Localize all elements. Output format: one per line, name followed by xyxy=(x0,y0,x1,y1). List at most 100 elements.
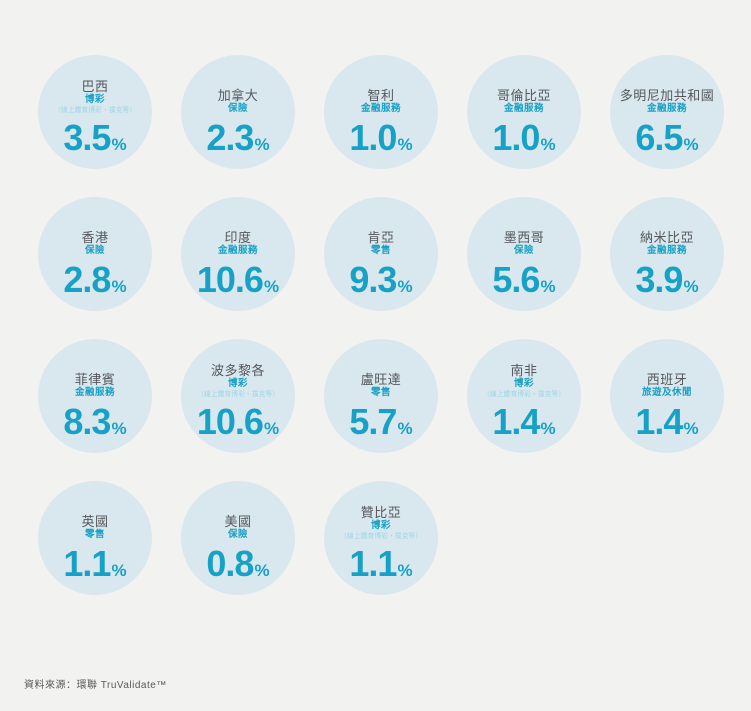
bubble-value-row: 6.5 % xyxy=(635,116,698,158)
country-bubble: 肯亞 零售 9.3 % xyxy=(324,197,438,311)
bubble-value: 1.4 xyxy=(492,400,540,442)
bubble-country-name: 印度 xyxy=(224,229,252,245)
bubble-category-label: 博彩 xyxy=(370,519,391,531)
bubble-head: 智利 金融服務 xyxy=(361,75,401,115)
country-bubble: 多明尼加共和國 金融服務 6.5 % xyxy=(610,55,724,169)
percent-sign: % xyxy=(111,134,127,154)
bubble-country-name: 多明尼加共和國 xyxy=(619,87,715,103)
percent-sign: % xyxy=(397,418,413,438)
bubble-head: 納米比亞 金融服務 xyxy=(640,217,694,257)
bubble-value-row: 1.4 % xyxy=(635,400,699,442)
bubble-category-label: 金融服務 xyxy=(503,102,544,114)
bubble-head: 哥倫比亞 金融服務 xyxy=(497,75,551,115)
bubble-head: 印度 金融服務 xyxy=(218,217,258,257)
bubble-country-name: 波多黎各 xyxy=(210,362,265,378)
percent-sign: % xyxy=(683,276,699,296)
bubble-head: 西班牙 旅遊及休閒 xyxy=(642,359,692,399)
bubble-country-name: 美國 xyxy=(224,513,252,529)
bubble-value-row: 2.8 % xyxy=(63,259,127,300)
bubble-value-row: 0.8 % xyxy=(206,542,270,584)
bubble-country-name: 肯亞 xyxy=(367,229,395,245)
bubble-country-name: 贊比亞 xyxy=(360,504,402,520)
bubble-head: 波多黎各 博彩 （線上體育博彩・撲克等） xyxy=(195,359,281,399)
bubble-country-name: 墨西哥 xyxy=(503,229,545,245)
bubble-category-label: 金融服務 xyxy=(360,102,401,114)
bubble-value: 0.8 xyxy=(206,542,254,584)
bubble-value: 2.3 xyxy=(206,116,254,158)
percent-sign: % xyxy=(111,276,127,296)
country-bubble: 南非 博彩 （線上體育博彩・撲克等） 1.4 % xyxy=(467,339,581,453)
bubble-head: 巴西 博彩 （線上體育博彩・撲克等） xyxy=(52,75,138,115)
bubble-value-row: 1.4 % xyxy=(492,400,556,442)
bubble-value: 8.3 xyxy=(63,400,111,442)
percent-sign: % xyxy=(540,418,556,438)
bubble-country-name: 加拿大 xyxy=(217,87,259,103)
bubble-head: 南非 博彩 （線上體育博彩・撲克等） xyxy=(481,359,567,399)
bubble-category-label: 金融服務 xyxy=(74,386,115,398)
bubble-head: 香港 保險 xyxy=(81,217,108,257)
bubble-country-name: 南非 xyxy=(510,362,538,378)
bubble-head: 盧旺達 零售 xyxy=(361,359,402,399)
percent-sign: % xyxy=(540,134,556,154)
percent-sign: % xyxy=(397,276,413,296)
country-bubble: 贊比亞 博彩 （線上體育博彩・撲克等） 1.1 % xyxy=(324,481,438,595)
country-bubble: 美國 保險 0.8 % xyxy=(181,481,295,595)
bubble-note-label: （線上體育博彩・撲克等） xyxy=(53,106,137,114)
percent-sign: % xyxy=(111,418,127,438)
bubble-category-label: 零售 xyxy=(370,244,391,256)
country-bubble: 盧旺達 零售 5.7 % xyxy=(324,339,438,453)
bubble-value: 1.1 xyxy=(349,542,397,584)
bubble-country-name: 菲律賓 xyxy=(74,371,116,387)
country-bubble: 菲律賓 金融服務 8.3 % xyxy=(38,339,152,453)
bubble-value: 3.5 xyxy=(63,116,111,158)
bubble-category-label: 博彩 xyxy=(227,377,248,389)
bubble-country-name: 哥倫比亞 xyxy=(496,87,551,103)
bubble-category-label: 保險 xyxy=(84,244,105,256)
bubble-value-row: 8.3 % xyxy=(63,400,127,442)
bubble-category-label: 博彩 xyxy=(84,93,105,105)
bubble-value: 10.6 xyxy=(196,258,264,300)
bubble-grid: 巴西 博彩 （線上體育博彩・撲克等） 3.5 % 加拿大 保險 2.3 % 智利… xyxy=(38,55,724,595)
bubble-value-row: 1.0 % xyxy=(349,117,412,158)
bubble-category-label: 保險 xyxy=(227,528,248,540)
bubble-value-row: 2.3 % xyxy=(206,116,269,158)
bubble-category-label: 零售 xyxy=(370,386,391,398)
percent-sign: % xyxy=(254,560,270,580)
bubble-value-row: 3.5 % xyxy=(63,116,127,158)
bubble-value-row: 10.6 % xyxy=(196,258,279,300)
percent-sign: % xyxy=(683,418,699,438)
bubble-note-label: （線上體育博彩・撲克等） xyxy=(482,390,566,398)
bubble-head: 贊比亞 博彩 （線上體育博彩・撲克等） xyxy=(338,501,424,541)
bubble-value: 5.7 xyxy=(349,400,397,442)
bubble-head: 多明尼加共和國 金融服務 xyxy=(620,75,715,115)
bubble-value: 3.9 xyxy=(635,258,683,300)
bubble-head: 墨西哥 保險 xyxy=(504,217,545,257)
percent-sign: % xyxy=(540,276,556,296)
country-bubble: 波多黎各 博彩 （線上體育博彩・撲克等） 10.6 % xyxy=(181,339,295,453)
bubble-value-row: 5.7 % xyxy=(349,400,413,442)
bubble-note-label: （線上體育博彩・撲克等） xyxy=(339,532,423,540)
bubble-head: 菲律賓 金融服務 xyxy=(75,359,116,399)
bubble-value: 5.6 xyxy=(492,258,540,300)
bubble-note-label: （線上體育博彩・撲克等） xyxy=(196,390,280,398)
bubble-category-label: 保險 xyxy=(513,244,534,256)
bubble-country-name: 英國 xyxy=(81,513,109,529)
bubble-category-label: 旅遊及休閒 xyxy=(641,386,692,398)
bubble-value-row: 10.6 % xyxy=(197,401,279,442)
bubble-country-name: 盧旺達 xyxy=(360,371,402,387)
percent-sign: % xyxy=(397,560,413,580)
bubble-country-name: 智利 xyxy=(367,87,395,103)
country-bubble: 墨西哥 保險 5.6 % xyxy=(467,197,581,311)
bubble-value: 1.4 xyxy=(635,400,683,442)
country-bubble: 印度 金融服務 10.6 % xyxy=(181,197,295,311)
country-bubble: 哥倫比亞 金融服務 1.0 % xyxy=(467,55,581,169)
country-bubble: 加拿大 保險 2.3 % xyxy=(181,55,295,169)
bubble-country-name: 納米比亞 xyxy=(639,229,694,245)
bubble-value: 1.0 xyxy=(492,116,540,158)
bubble-value-row: 1.0 % xyxy=(492,116,556,158)
bubble-value: 6.5 xyxy=(635,116,683,158)
percent-sign: % xyxy=(111,560,127,580)
bubble-value-row: 1.1 % xyxy=(63,543,127,584)
bubble-head: 英國 零售 xyxy=(81,501,108,541)
bubble-value-row: 1.1 % xyxy=(349,542,413,584)
